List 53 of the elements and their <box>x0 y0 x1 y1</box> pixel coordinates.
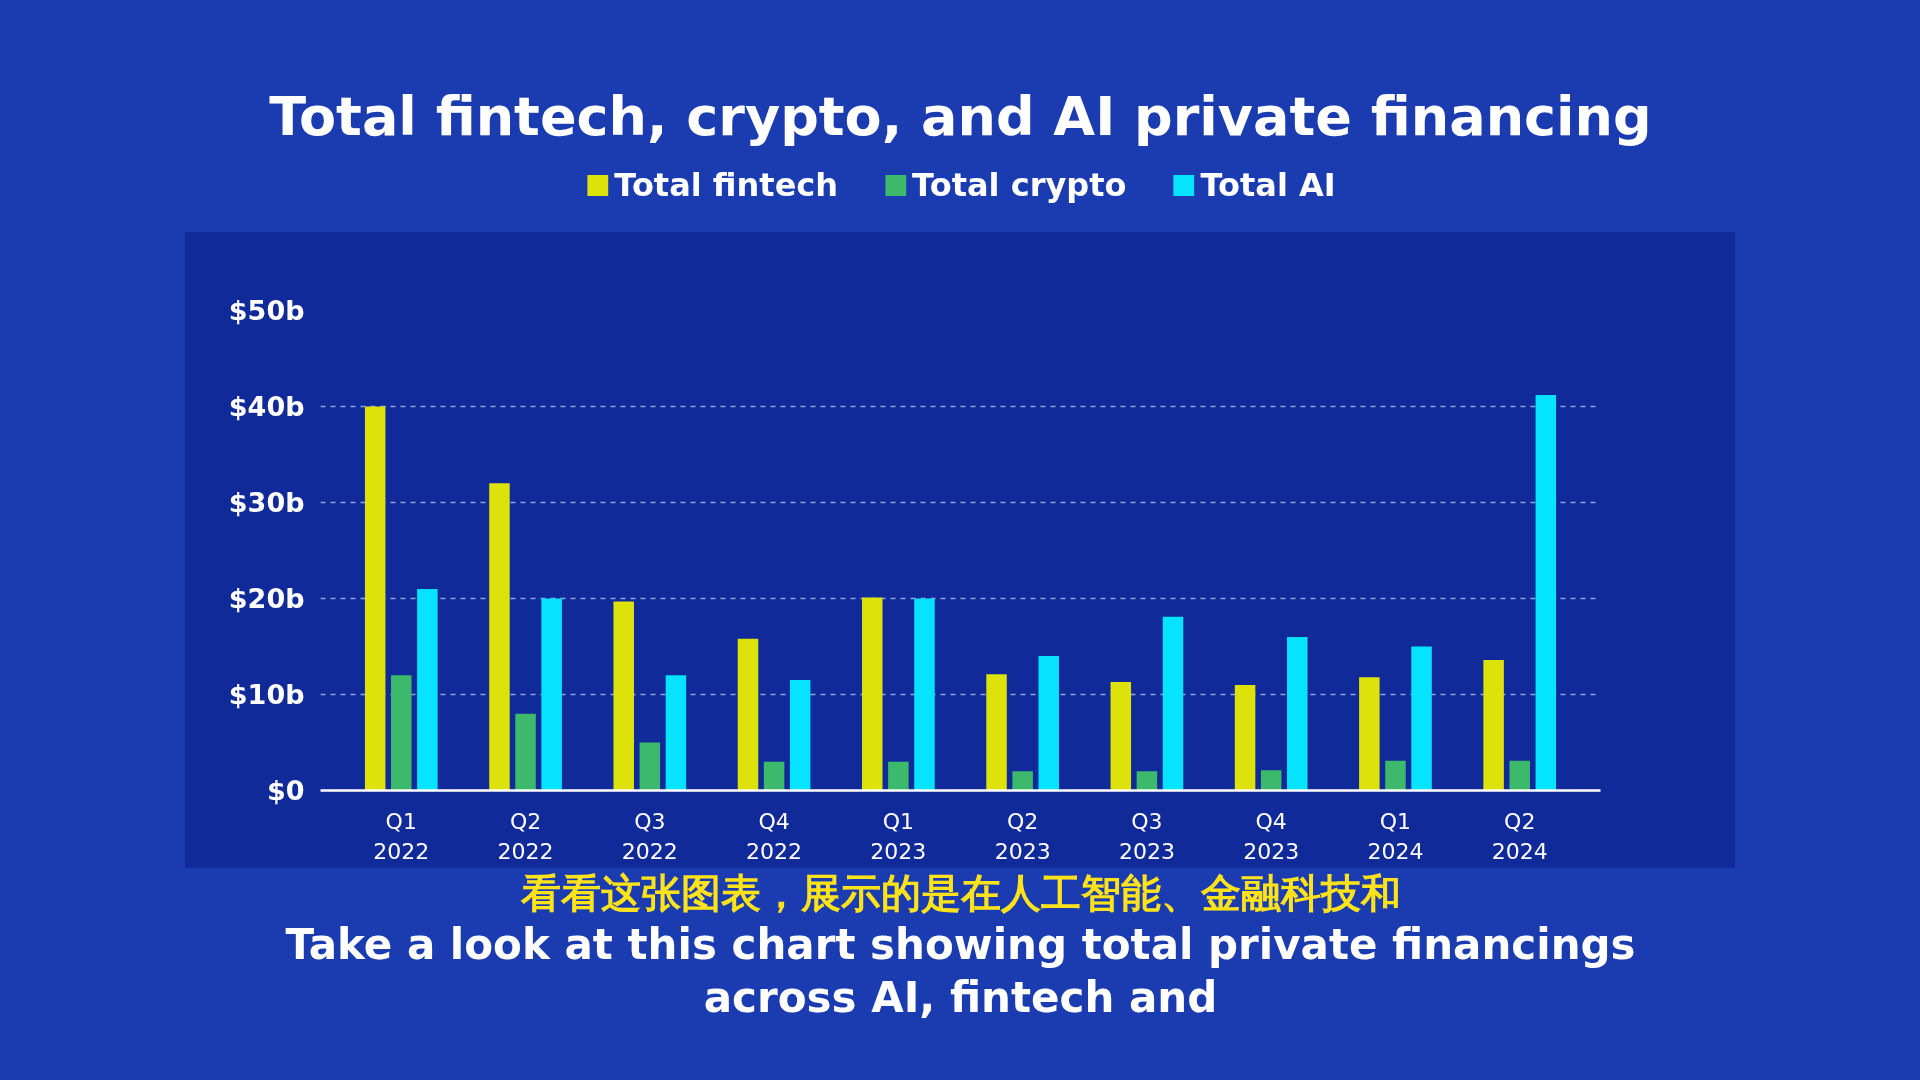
bar <box>489 483 510 791</box>
y-tick-label: $10b <box>228 679 305 710</box>
x-tick-label: Q3 2023 <box>1118 808 1175 864</box>
bar <box>986 674 1007 791</box>
x-tick-label: Q2 2023 <box>994 808 1051 864</box>
bar <box>789 680 811 791</box>
bar <box>364 406 386 791</box>
bar <box>1234 684 1256 791</box>
y-tick-label: $30b <box>228 487 305 518</box>
bar <box>1038 656 1059 791</box>
legend-label: Total crypto <box>912 166 1127 204</box>
bar <box>1110 682 1132 791</box>
bar <box>541 598 562 791</box>
bar <box>1359 677 1380 791</box>
x-tick-label: Q4 2022 <box>746 808 803 864</box>
y-tick-label: $0 <box>266 775 305 806</box>
y-tick-label: $40b <box>228 391 305 422</box>
x-tick-label: Q4 2023 <box>1243 808 1300 864</box>
x-tick-label: Q3 2022 <box>621 808 678 864</box>
bar <box>1287 636 1308 791</box>
bar <box>417 588 438 791</box>
bar <box>914 598 935 791</box>
bar <box>1535 394 1557 791</box>
x-tick-label: Q1 2023 <box>870 808 927 864</box>
bar <box>515 713 536 791</box>
bar <box>613 601 634 791</box>
bar <box>888 761 909 791</box>
legend-label: Total fintech <box>614 166 839 204</box>
bar <box>391 675 412 791</box>
y-tick-label: $50b <box>228 295 305 326</box>
y-tick-label: $20b <box>228 583 305 614</box>
text: 看看这张图表，展示的是在人工智能、金融科技和 <box>519 869 1401 916</box>
bar <box>1509 760 1530 791</box>
bar <box>763 761 785 791</box>
text: Take a look at this chart showing total private financings <box>285 919 1636 969</box>
bar <box>1260 770 1282 791</box>
bar <box>1483 659 1504 791</box>
bar <box>1012 771 1033 791</box>
bar <box>862 597 883 791</box>
bar <box>639 742 661 791</box>
text: across AI, fintech and <box>703 972 1218 1022</box>
x-tick-label: Q1 2024 <box>1367 808 1424 864</box>
legend-label: Total AI <box>1200 166 1336 204</box>
bar <box>1162 616 1184 791</box>
x-tick-label: Q2 2022 <box>497 808 554 864</box>
chart-title: Total fintech, crypto, and AI private financing <box>269 84 1652 148</box>
x-tick-label: Q1 2022 <box>373 808 430 864</box>
bar <box>737 638 759 791</box>
bar <box>665 675 687 791</box>
bar <box>1411 646 1432 791</box>
x-tick-label: Q2 2024 <box>1491 808 1548 864</box>
bar <box>1136 771 1158 791</box>
bar <box>1385 760 1406 791</box>
